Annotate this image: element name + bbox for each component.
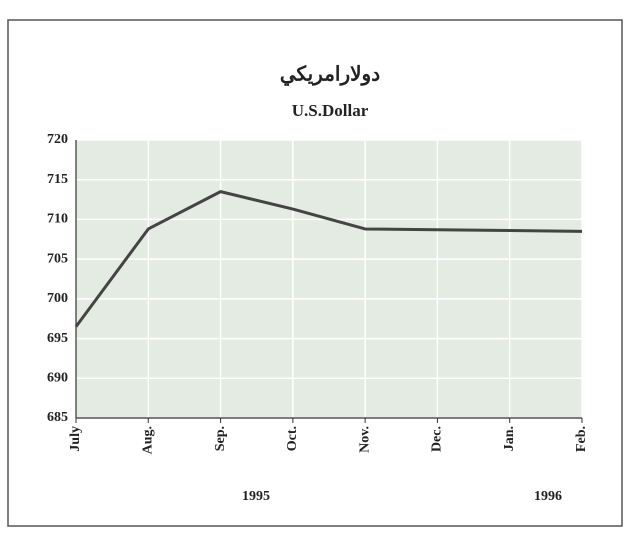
x-tick-label: Jan. [502, 426, 517, 451]
y-tick-label: 700 [47, 291, 68, 306]
chart-subtitle: U.S.Dollar [292, 101, 369, 120]
x-tick-label: Oct. [285, 426, 300, 451]
chart-title: دولارامريكي [280, 64, 380, 87]
year-label: 1995 [242, 489, 270, 504]
y-tick-label: 720 [47, 132, 68, 147]
year-label: 1996 [534, 489, 562, 504]
y-tick-label: 690 [47, 371, 68, 386]
plot-area [76, 140, 582, 418]
y-tick-label: 695 [47, 331, 68, 346]
x-tick-label: July [68, 426, 83, 452]
x-tick-label: Sep. [213, 426, 228, 451]
x-tick-label: Dec. [430, 426, 445, 452]
y-tick-label: 685 [47, 410, 68, 425]
y-tick-label: 715 [47, 172, 68, 187]
y-tick-label: 710 [47, 212, 68, 227]
x-tick-label: Nov. [357, 426, 372, 453]
x-tick-label: Aug. [141, 426, 156, 454]
line [74, 190, 583, 328]
y-tick-label: 705 [47, 251, 68, 266]
x-tick-label: Feb. [574, 426, 589, 452]
